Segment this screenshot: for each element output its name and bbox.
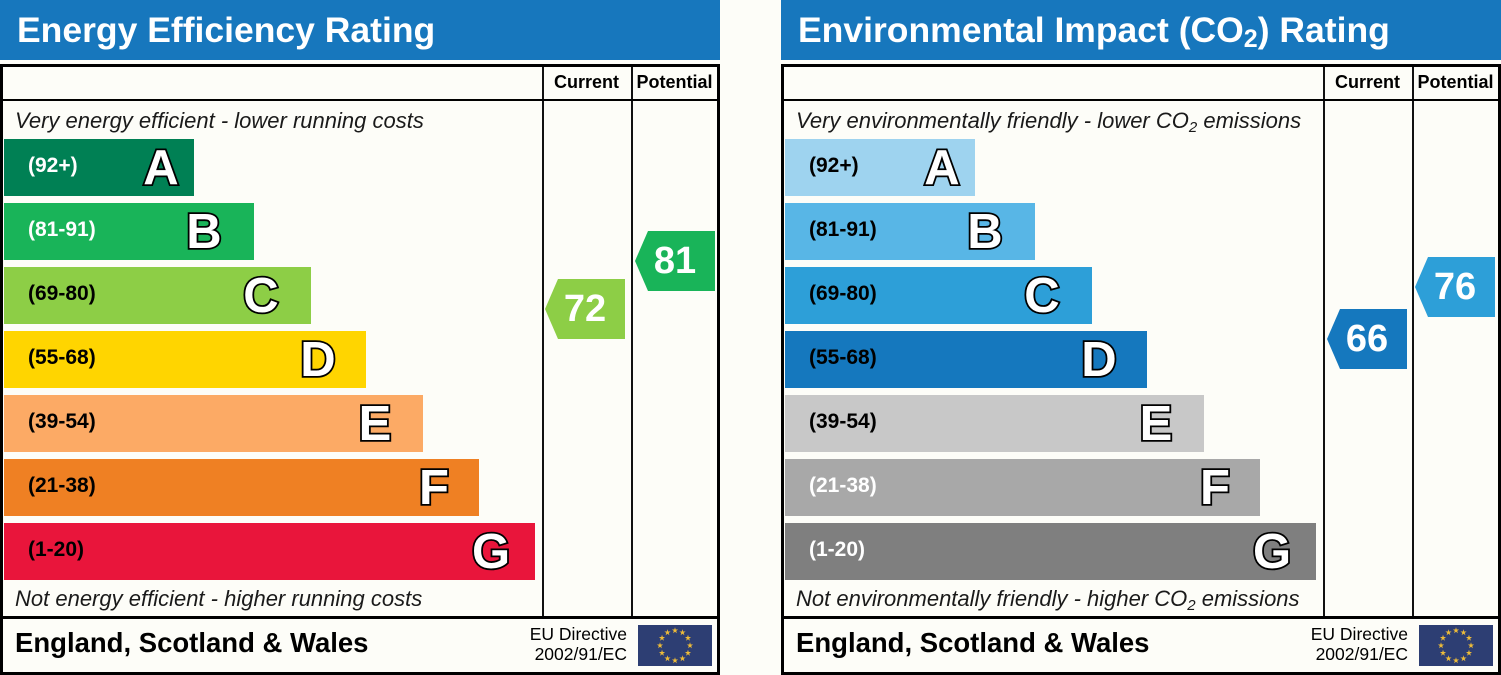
svg-text:E: E	[1140, 397, 1173, 451]
svg-text:D: D	[300, 333, 335, 387]
svg-text:G: G	[1253, 525, 1291, 579]
svg-text:C: C	[1024, 269, 1059, 323]
svg-text:A: A	[143, 141, 178, 195]
svg-text:A: A	[924, 141, 959, 195]
svg-text:D: D	[1081, 333, 1116, 387]
svg-text:B: B	[967, 205, 1002, 259]
svg-text:E: E	[359, 397, 392, 451]
svg-text:B: B	[186, 205, 221, 259]
svg-text:G: G	[472, 525, 510, 579]
svg-text:C: C	[243, 269, 278, 323]
svg-text:F: F	[419, 461, 449, 515]
svg-text:F: F	[1200, 461, 1230, 515]
